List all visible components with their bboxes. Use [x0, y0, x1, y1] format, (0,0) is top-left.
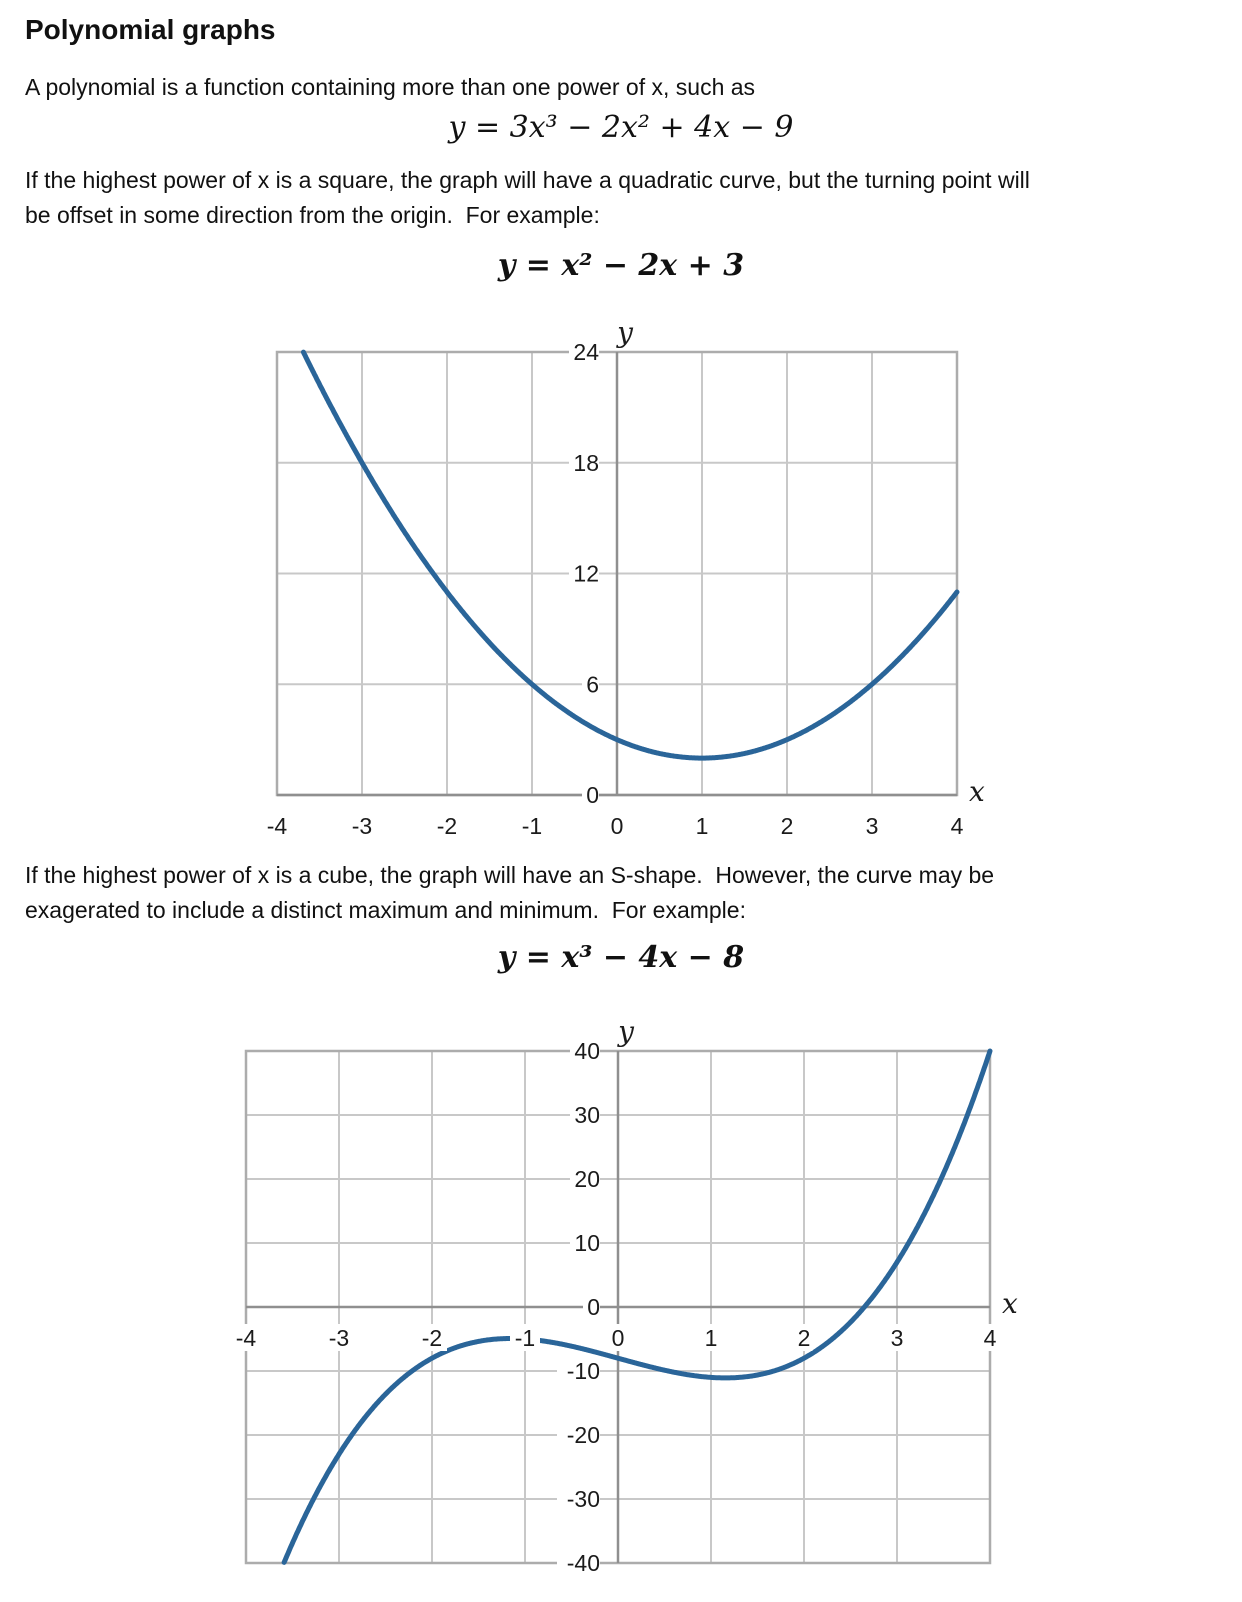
tick-label-bg: [417, 1324, 447, 1351]
x-tick-label: 1: [696, 813, 709, 839]
tick-label-bg: [609, 1324, 627, 1351]
x-tick-label: 0: [612, 1325, 625, 1351]
equation-cubic: y = x³ − 4x − 8: [497, 940, 745, 975]
y-tick-label: 40: [574, 1038, 600, 1064]
tick-label-bg: [557, 1549, 600, 1576]
page-title: Polynomial graphs: [25, 14, 276, 45]
y-tick-label: 10: [574, 1230, 600, 1256]
y-axis-title: y: [616, 1015, 635, 1048]
tick-label-bg: [570, 1037, 600, 1064]
quadratic-chart: 24 18 12 6 0 -4 -3 -2 -1 0 1 2 3 4 y x: [250, 310, 1010, 850]
y-tick-label: 0: [587, 1294, 600, 1320]
x-tick-label: 2: [781, 813, 794, 839]
y-tick-label: -40: [567, 1550, 600, 1576]
tick-label-bg: [570, 1101, 600, 1128]
tick-label-bg: [981, 1324, 999, 1351]
x-tick-label: -3: [329, 1325, 349, 1351]
cubic-chart: 40 30 20 10 0 -10 -20 -30 -40 -4 -3 -2 -1 0 1 2 3 4 y x: [220, 995, 1030, 1602]
x-axis-title: x: [1002, 1287, 1018, 1320]
y-tick-label: 12: [573, 561, 599, 587]
tick-label-bg: [557, 1421, 600, 1448]
tick-label-bg: [432, 812, 462, 839]
x-tick-label: -4: [236, 1325, 257, 1351]
tick-label-bg: [510, 1324, 540, 1351]
cubic-paragraph-line1: If the highest power of x is a cube, the…: [25, 862, 995, 888]
x-tick-label: -1: [515, 1325, 535, 1351]
x-tick-label: -2: [437, 813, 457, 839]
tick-label-bg: [324, 1324, 354, 1351]
y-tick-label: 0: [586, 782, 599, 808]
x-tick-label: -1: [522, 813, 542, 839]
y-tick-label: -20: [567, 1422, 600, 1448]
y-tick-label: 18: [573, 450, 599, 476]
tick-label-bg: [569, 448, 599, 476]
y-tick-label: 20: [574, 1166, 600, 1192]
tick-label-bg: [557, 1485, 600, 1512]
tick-label-bg: [262, 812, 292, 839]
x-tick-label: -2: [422, 1325, 442, 1351]
x-tick-label: 4: [951, 813, 964, 839]
tick-label-bg: [570, 1229, 600, 1256]
quadratic-paragraph-line1: If the highest power of x is a square, t…: [25, 167, 1030, 193]
x-tick-label: 4: [984, 1325, 997, 1351]
tick-label-bg: [582, 781, 599, 808]
tick-label-bg: [863, 812, 881, 839]
tick-label-bg: [569, 559, 599, 587]
x-tick-label: -4: [267, 813, 288, 839]
quadratic-paragraph-line2: be offset in some direction from the ori…: [25, 202, 600, 228]
y-tick-label: -10: [567, 1358, 600, 1384]
x-axis-title: x: [969, 775, 985, 808]
tick-label-bg: [569, 338, 599, 365]
x-tick-label: 1: [705, 1325, 718, 1351]
tick-label-bg: [795, 1324, 813, 1351]
tick-label-bg: [557, 1357, 600, 1384]
y-axis-title: y: [615, 316, 634, 349]
x-tick-label: 0: [611, 813, 624, 839]
tick-label-bg: [608, 812, 626, 839]
y-tick-label: -30: [567, 1486, 600, 1512]
tick-label-bg: [948, 812, 966, 839]
tick-label-bg: [517, 812, 547, 839]
x-tick-label: -3: [352, 813, 372, 839]
y-tick-label: 24: [573, 339, 599, 365]
tick-label-bg: [583, 1293, 600, 1320]
intro-paragraph: A polynomial is a function containing mo…: [25, 74, 756, 100]
function-curve: [281, 1048, 993, 1565]
tick-label-bg: [693, 812, 711, 839]
tick-label-bg: [702, 1324, 720, 1351]
y-tick-label: 30: [574, 1102, 600, 1128]
x-tick-label: 2: [798, 1325, 811, 1351]
y-tick-label: 6: [586, 671, 599, 697]
tick-label-bg: [778, 812, 796, 839]
equation-example-polynomial: y = 3x³ − 2x² + 4x − 9: [448, 110, 794, 145]
tick-label-bg: [231, 1324, 261, 1351]
function-curve: [300, 349, 960, 761]
tick-label-bg: [888, 1324, 906, 1351]
equation-quadratic: y = x² − 2x + 3: [497, 248, 745, 283]
tick-label-bg: [347, 812, 377, 839]
cubic-paragraph-line2: exagerated to include a distinct maximum…: [25, 897, 746, 923]
tick-label-bg: [570, 1165, 600, 1192]
tick-label-bg: [582, 670, 599, 698]
x-tick-label: 3: [891, 1325, 904, 1351]
x-tick-label: 3: [866, 813, 879, 839]
